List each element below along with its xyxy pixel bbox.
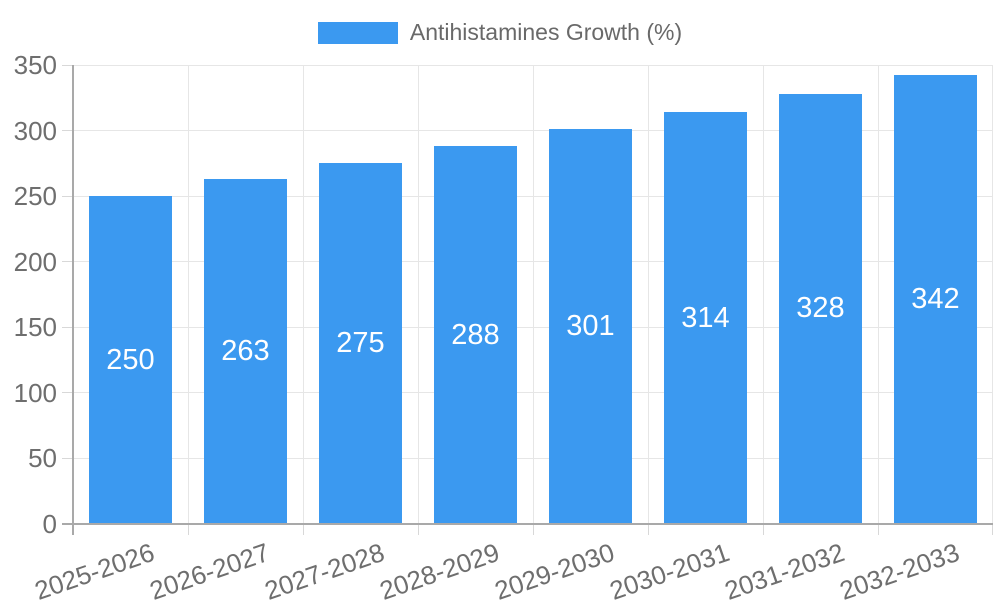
y-tick-label: 100 <box>13 377 57 408</box>
y-tick-mark <box>62 392 73 394</box>
x-tick-label: 2026-2027 <box>145 537 274 600</box>
gridline-vertical <box>417 65 419 524</box>
x-tick-mark <box>877 524 879 535</box>
bar[interactable]: 342 <box>894 75 977 524</box>
x-tick-mark <box>302 524 304 535</box>
y-tick-label: 300 <box>13 115 57 146</box>
gridline-vertical <box>532 65 534 524</box>
plot-area: 0 50 100 150 200 250 300 350 250 263 275 288 301 314 3… <box>14 50 993 600</box>
x-tick-label: 2030-2031 <box>605 537 734 600</box>
x-tick-mark <box>187 524 189 535</box>
x-tick-mark <box>532 524 534 535</box>
y-tick-mark <box>62 457 73 459</box>
bar[interactable]: 314 <box>664 112 747 524</box>
y-tick-mark <box>62 130 73 132</box>
y-tick-label: 150 <box>13 312 57 343</box>
bar[interactable]: 301 <box>549 129 632 524</box>
y-axis-line <box>72 65 74 535</box>
y-tick-label: 0 <box>42 509 57 539</box>
y-tick-label: 50 <box>28 443 57 474</box>
y-tick-label: 200 <box>13 246 57 277</box>
gridline-vertical <box>187 65 189 524</box>
bar-value-label: 263 <box>221 335 270 368</box>
y-tick-mark <box>62 64 73 66</box>
bar-value-label: 342 <box>911 283 960 316</box>
x-tick-mark <box>991 524 993 535</box>
bar[interactable]: 328 <box>779 93 862 524</box>
x-tick-mark <box>647 524 649 535</box>
y-tick-mark <box>62 326 73 328</box>
bar-value-label: 250 <box>106 343 155 376</box>
gridline-vertical <box>647 65 649 524</box>
x-tick-label: 2025-2026 <box>30 537 159 600</box>
bar-value-label: 314 <box>681 301 730 334</box>
y-tick-mark <box>62 261 73 263</box>
y-tick-label: 250 <box>13 181 57 212</box>
chart-legend[interactable]: Antihistamines Growth (%) <box>0 19 1000 46</box>
bar[interactable]: 288 <box>434 146 517 524</box>
gridline-vertical <box>302 65 304 524</box>
legend-label: Antihistamines Growth (%) <box>409 19 683 45</box>
bar[interactable]: 275 <box>319 163 402 524</box>
bar-value-label: 328 <box>796 292 845 325</box>
gridline-vertical <box>877 65 879 524</box>
x-axis-line <box>62 523 993 525</box>
legend-swatch <box>317 21 398 44</box>
x-tick-label: 2028-2029 <box>375 537 504 600</box>
gridline-vertical <box>762 65 764 524</box>
y-tick-mark <box>62 195 73 197</box>
bar[interactable]: 250 <box>89 196 172 524</box>
x-tick-label: 2027-2028 <box>260 537 389 600</box>
bar[interactable]: 263 <box>204 179 287 524</box>
gridline-vertical <box>991 65 993 524</box>
x-tick-label: 2029-2030 <box>490 537 619 600</box>
x-tick-mark <box>417 524 419 535</box>
x-tick-mark <box>762 524 764 535</box>
bar-value-label: 288 <box>451 318 500 351</box>
x-tick-label: 2031-2032 <box>720 537 849 600</box>
bar-value-label: 301 <box>566 310 615 343</box>
x-tick-label: 2032-2033 <box>835 537 964 600</box>
bar-value-label: 275 <box>336 327 385 360</box>
y-tick-label: 350 <box>13 50 57 80</box>
